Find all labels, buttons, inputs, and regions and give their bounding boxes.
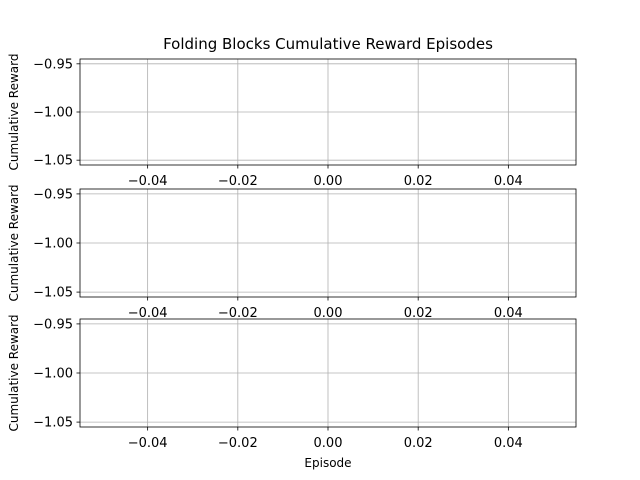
chart-title: Folding Blocks Cumulative Reward Episode… [163, 35, 493, 53]
x-tick-label: 0.02 [404, 436, 433, 451]
axes-frame [79, 188, 577, 298]
axes-frame [79, 318, 577, 428]
x-tick-label: 0.04 [494, 174, 523, 189]
y-tick-label: −0.95 [33, 57, 73, 72]
x-tick-label: −0.02 [218, 306, 258, 321]
x-tick-label: 0.00 [314, 436, 343, 451]
y-axis-label: Cumulative Reward [7, 185, 21, 302]
y-tick-label: −1.05 [33, 416, 73, 431]
y-tick-label: −1.00 [33, 237, 73, 252]
x-tick-label: −0.02 [218, 174, 258, 189]
y-tick-label: −1.05 [33, 154, 73, 169]
y-axis-label: Cumulative Reward [7, 315, 21, 432]
x-tick-label: −0.02 [218, 436, 258, 451]
subplot-2: −0.04 −0.02 0.00 0.02 0.04 −0.95 −1.00 −1.05 Cum… [7, 185, 577, 321]
x-tick-label: −0.04 [128, 174, 168, 189]
x-tick-label: −0.04 [128, 436, 168, 451]
x-tick-label: 0.04 [494, 306, 523, 321]
y-tick-label: −1.00 [33, 367, 73, 382]
y-axis-label: Cumulative Reward [7, 54, 21, 171]
y-tick-label: −0.95 [33, 187, 73, 202]
x-tick-label: 0.02 [404, 174, 433, 189]
subplots: −0.04 −0.02 0.00 0.02 0.04 −0.95 −1.00 −1.05 Cum… [7, 54, 577, 470]
x-tick-label: 0.00 [314, 306, 343, 321]
x-tick-label: 0.04 [494, 436, 523, 451]
y-tick-label: −1.05 [33, 286, 73, 301]
subplot-3: −0.04 −0.02 0.00 0.02 0.04 −0.95 −1.00 −1.05 Cum… [7, 315, 577, 470]
y-tick-label: −1.00 [33, 106, 73, 121]
axes-frame [79, 58, 577, 166]
x-tick-label: 0.00 [314, 174, 343, 189]
subplot-1: −0.04 −0.02 0.00 0.02 0.04 −0.95 −1.00 −1.05 Cum… [7, 54, 577, 189]
x-axis-label: Episode [304, 456, 351, 470]
x-tick-label: 0.02 [404, 306, 433, 321]
y-tick-label: −0.95 [33, 317, 73, 332]
x-tick-label: −0.04 [128, 306, 168, 321]
